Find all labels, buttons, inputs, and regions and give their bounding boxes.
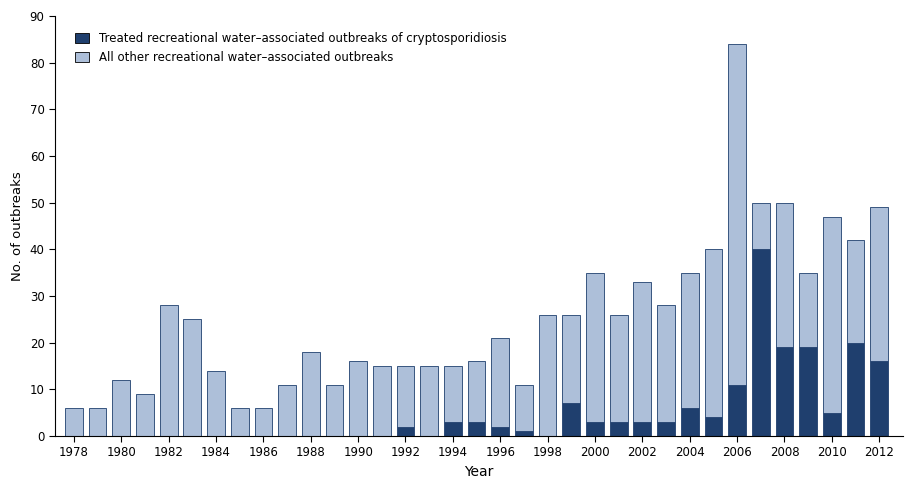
Bar xyxy=(586,422,604,436)
Bar xyxy=(562,315,580,403)
Bar xyxy=(231,408,249,436)
Bar xyxy=(681,408,698,436)
X-axis label: Year: Year xyxy=(464,465,494,479)
Bar xyxy=(728,385,746,436)
Y-axis label: No. of outbreaks: No. of outbreaks xyxy=(11,171,24,281)
Bar xyxy=(160,305,177,436)
Bar xyxy=(515,431,533,436)
Bar xyxy=(207,370,225,436)
Bar xyxy=(776,203,793,347)
Bar xyxy=(846,343,865,436)
Bar xyxy=(681,272,698,408)
Bar xyxy=(515,385,533,431)
Bar xyxy=(562,403,580,436)
Bar xyxy=(799,347,817,436)
Bar xyxy=(136,394,154,436)
Bar xyxy=(254,408,272,436)
Bar xyxy=(705,249,722,417)
Bar xyxy=(65,408,83,436)
Bar xyxy=(444,366,462,422)
Bar xyxy=(420,366,438,436)
Bar xyxy=(349,361,367,436)
Bar xyxy=(870,361,888,436)
Bar xyxy=(538,315,557,436)
Bar xyxy=(752,249,770,436)
Bar xyxy=(492,338,509,427)
Bar xyxy=(278,385,296,436)
Bar xyxy=(397,366,414,427)
Bar xyxy=(468,422,485,436)
Bar xyxy=(823,217,841,413)
Bar xyxy=(776,347,793,436)
Bar xyxy=(468,361,485,422)
Bar xyxy=(633,422,652,436)
Bar xyxy=(657,422,675,436)
Bar xyxy=(705,417,722,436)
Bar xyxy=(752,203,770,249)
Bar xyxy=(799,272,817,347)
Bar xyxy=(823,413,841,436)
Bar xyxy=(633,282,652,422)
Bar xyxy=(846,240,865,343)
Bar xyxy=(657,305,675,422)
Bar xyxy=(586,272,604,422)
Bar xyxy=(870,207,888,361)
Bar xyxy=(610,422,628,436)
Bar xyxy=(397,427,414,436)
Bar xyxy=(302,352,320,436)
Bar xyxy=(610,315,628,422)
Bar xyxy=(373,366,390,436)
Bar xyxy=(184,319,201,436)
Bar xyxy=(444,422,462,436)
Bar xyxy=(325,385,344,436)
Bar xyxy=(728,44,746,385)
Bar xyxy=(492,427,509,436)
Bar xyxy=(112,380,130,436)
Bar xyxy=(89,408,106,436)
Legend: Treated recreational water–associated outbreaks of cryptosporidiosis, All other : Treated recreational water–associated ou… xyxy=(69,26,513,70)
